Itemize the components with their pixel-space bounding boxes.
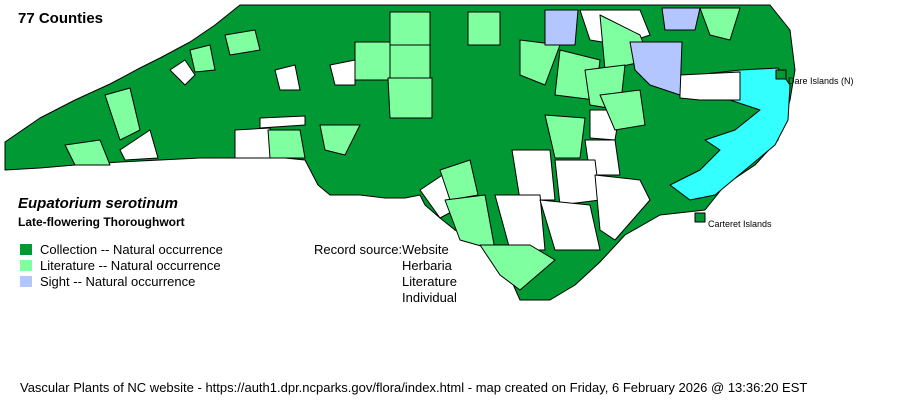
county-count: 77 Counties: [18, 10, 104, 27]
counties-literature: [64, 7, 741, 291]
carteret-islands-marker: [694, 212, 706, 223]
legend-swatch: [20, 244, 32, 255]
legend-swatch: [20, 276, 32, 287]
record-source-label: Record source:: [314, 242, 403, 257]
legend-item-literature: Literature -- Natural occurrence: [20, 258, 221, 273]
dare-islands-label: Dare Islands (N): [788, 76, 854, 86]
dare-islands-marker: [775, 69, 787, 80]
record-source-literature: Literature: [402, 274, 457, 289]
scientific-name: Eupatorium serotinum: [18, 195, 179, 212]
record-source-website: Website: [402, 242, 449, 257]
footer-credit: Vascular Plants of NC website - https://…: [20, 380, 808, 395]
legend-item-sight: Sight -- Natural occurrence: [20, 274, 195, 289]
legend-label: Collection -- Natural occurrence: [40, 242, 223, 257]
sound-water: [669, 67, 791, 201]
legend-label: Literature -- Natural occurrence: [40, 258, 221, 273]
legend-item-collection: Collection -- Natural occurrence: [20, 242, 223, 257]
carteret-islands-label: Carteret Islands: [708, 219, 772, 229]
counties-sight: [544, 7, 701, 96]
legend-label: Sight -- Natural occurrence: [40, 274, 196, 289]
record-source-individual: Individual: [402, 290, 457, 305]
legend-swatch: [20, 260, 32, 271]
record-source-herbaria: Herbaria: [402, 258, 452, 273]
common-name: Late-flowering Thoroughwort: [18, 215, 185, 229]
counties-no-record: [119, 9, 741, 251]
